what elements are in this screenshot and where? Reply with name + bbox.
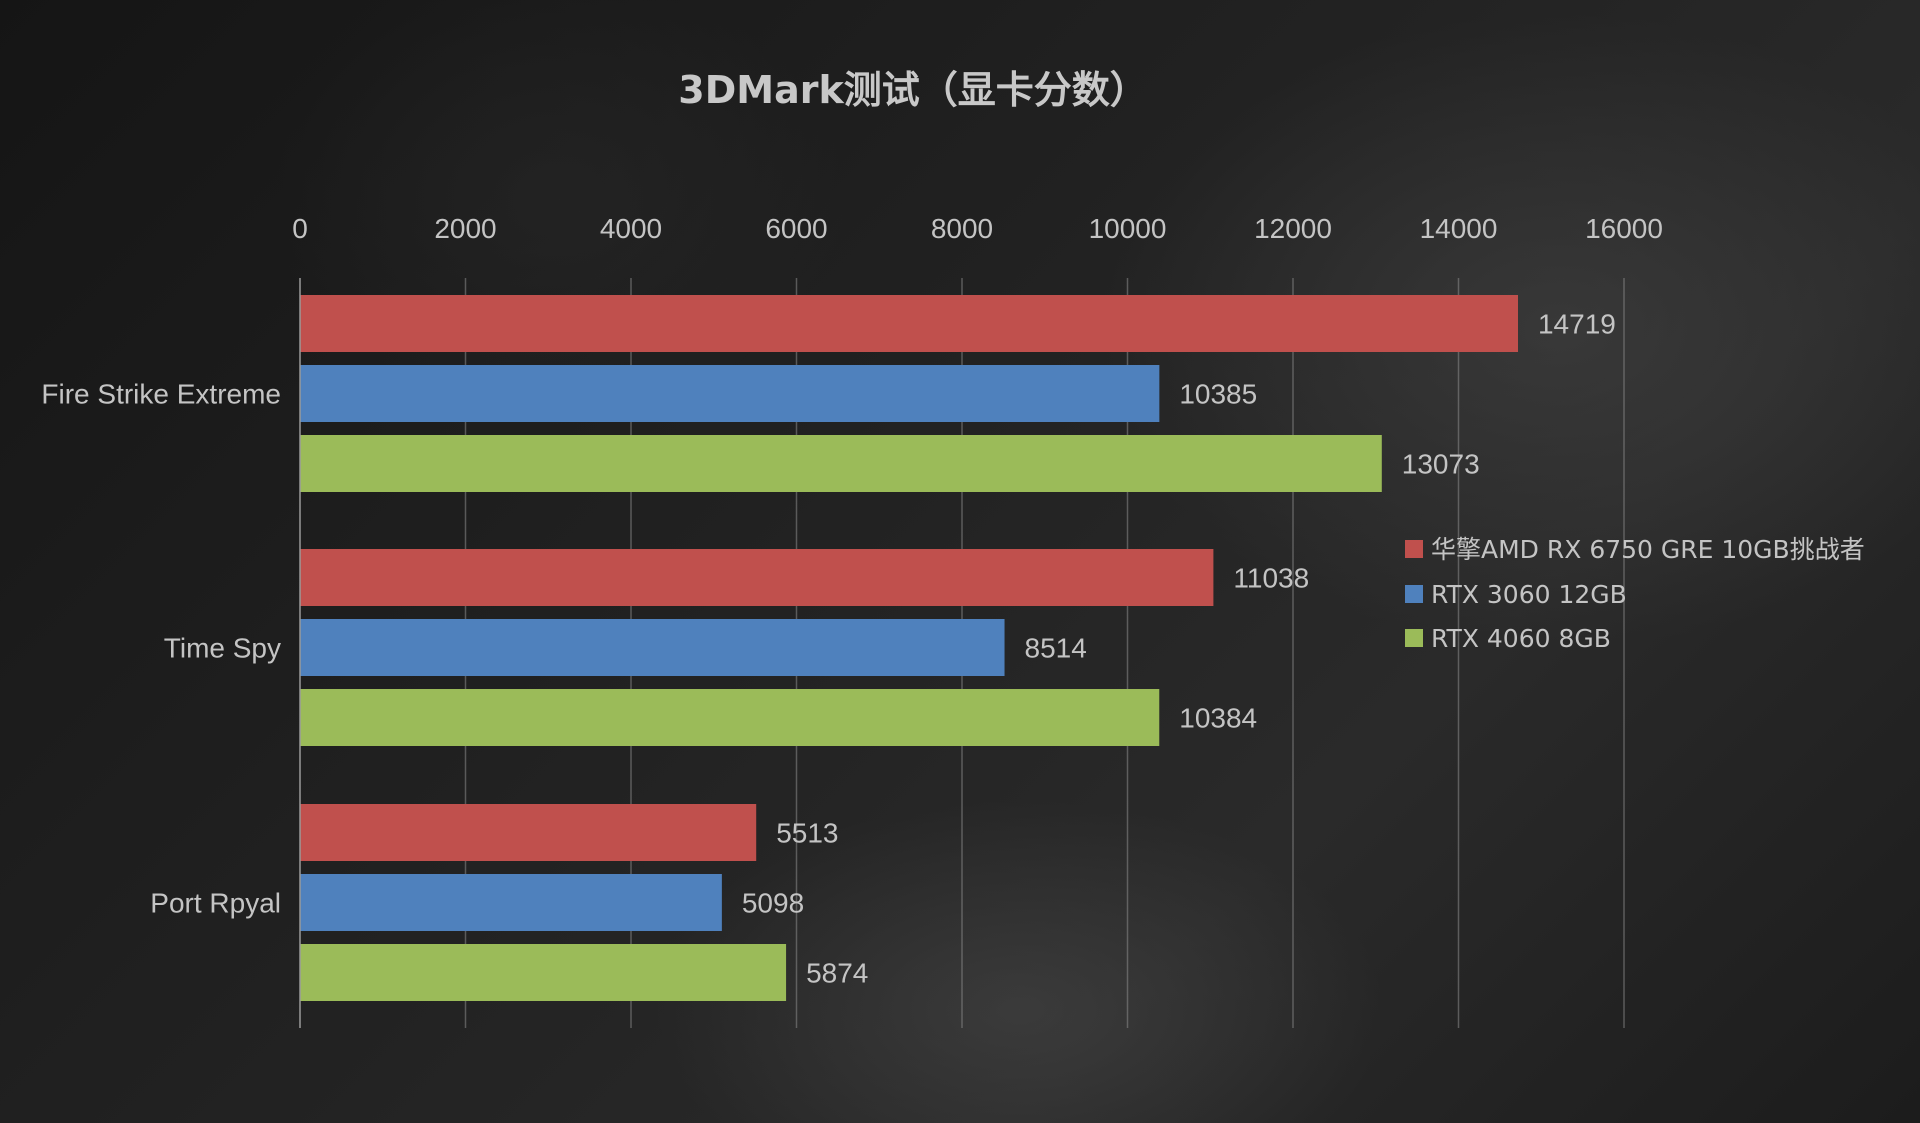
bar <box>300 549 1214 606</box>
data-label: 14719 <box>1538 309 1616 340</box>
legend: 华擎AMD RX 6750 GRE 10GB挑战者 RTX 3060 12GB RT… <box>1405 535 1865 653</box>
x-axis-ticks: 0 2000 4000 6000 8000 10000 12000 14000 16000 <box>292 213 1663 244</box>
x-tick-label: 16000 <box>1585 213 1663 244</box>
data-label: 11038 <box>1233 563 1309 594</box>
bars-layer: 14719 10385 13073 11038 8514 10384 5513 5098 587… <box>300 295 1616 1001</box>
x-tick-label: 8000 <box>931 213 993 244</box>
data-label: 5874 <box>806 958 868 989</box>
bar <box>300 689 1160 746</box>
data-label: 5513 <box>776 818 838 849</box>
legend-label: RTX 3060 12GB <box>1431 580 1627 609</box>
category-label: Fire Strike Extreme <box>41 379 281 410</box>
x-tick-label: 2000 <box>434 213 496 244</box>
category-label: Port Rpyal <box>150 888 281 919</box>
data-label: 5098 <box>742 888 804 919</box>
legend-swatch <box>1405 629 1423 647</box>
x-tick-label: 10000 <box>1089 213 1167 244</box>
legend-swatch <box>1405 585 1423 603</box>
legend-label: 华擎AMD RX 6750 GRE 10GB挑战者 <box>1431 535 1865 564</box>
bar <box>300 804 757 861</box>
bar <box>300 619 1005 676</box>
x-tick-label: 0 <box>292 213 308 244</box>
bar <box>300 874 722 931</box>
category-labels: Fire Strike Extreme Time Spy Port Rpyal <box>41 379 281 919</box>
data-label: 8514 <box>1025 633 1087 664</box>
bar <box>300 944 787 1001</box>
x-tick-label: 12000 <box>1254 213 1332 244</box>
legend-label: RTX 4060 8GB <box>1431 624 1611 653</box>
x-tick-label: 14000 <box>1420 213 1498 244</box>
bar <box>300 365 1160 422</box>
category-label: Time Spy <box>164 633 281 664</box>
x-tick-label: 4000 <box>600 213 662 244</box>
bar <box>300 295 1518 352</box>
legend-swatch <box>1405 540 1423 558</box>
x-tick-label: 6000 <box>765 213 827 244</box>
data-label: 10385 <box>1179 379 1257 410</box>
chart-title: 3DMark测试（显卡分数） <box>678 68 1147 112</box>
data-label: 10384 <box>1179 703 1257 734</box>
bar <box>300 435 1382 492</box>
data-label: 13073 <box>1402 449 1480 480</box>
